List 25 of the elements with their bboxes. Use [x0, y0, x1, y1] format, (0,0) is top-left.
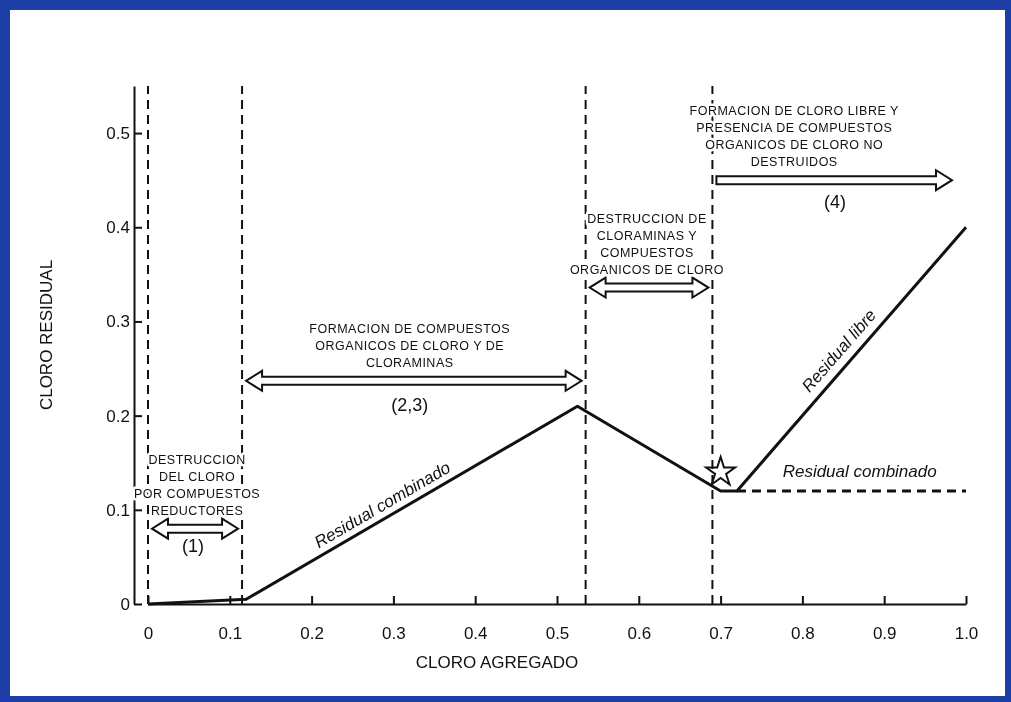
annotation: Residual combinado [782, 461, 937, 481]
y-axis-title: CLORO RESIDUAL [37, 259, 56, 411]
y-tick-label: 0.2 [106, 406, 130, 426]
x-tick-label: 0.6 [627, 624, 652, 644]
y-tick-label: 0 [120, 594, 130, 614]
x-tick-label: 0.8 [791, 624, 815, 644]
x-tick-label: 0.3 [382, 624, 406, 644]
x-tick-label: 0.7 [709, 624, 733, 644]
x-tick-label: 0.1 [218, 624, 243, 644]
x-tick-label: 0.5 [545, 624, 570, 644]
y-tick-label: 0.4 [106, 218, 130, 238]
x-axis-title: CLORO AGREGADO [415, 653, 579, 672]
y-tick-label: 0.3 [106, 312, 130, 332]
annotation: FORMACION DE CLORO LIBRE Y PRESENCIA DE COMPUESTOS ORGANICOS DE CLORO NO DESTRUIDOS [689, 104, 900, 170]
x-tick-label: 0.4 [463, 624, 488, 644]
annotation: (2,3) [391, 394, 429, 415]
annotation: (1) [181, 536, 204, 557]
x-tick-label: 1.0 [954, 624, 979, 644]
y-tick-label: 0.5 [106, 124, 130, 144]
x-tick-label: 0.2 [300, 624, 324, 644]
x-tick-label: 0.9 [872, 624, 897, 644]
annotation: (4) [824, 192, 847, 213]
x-tick-label: 0 [143, 624, 154, 644]
y-tick-label: 0.1 [106, 500, 130, 520]
annotation: FORMACION DE COMPUESTOS ORGANICOS DE CLORO Y DE CLORAMINAS [309, 321, 511, 370]
